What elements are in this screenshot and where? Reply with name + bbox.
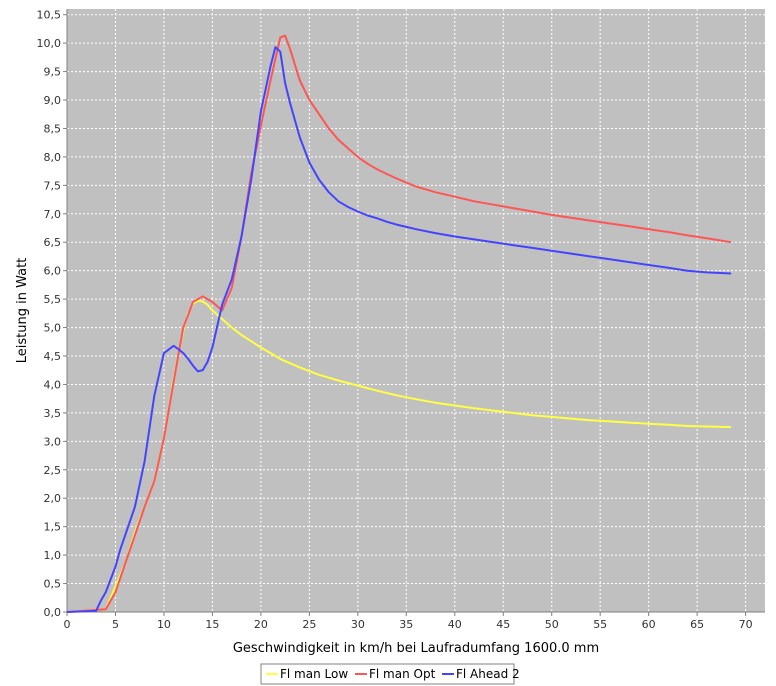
y-tick-label: 10,0 <box>37 37 62 50</box>
x-tick-label: 20 <box>254 618 268 631</box>
legend-item-fl-man-low: Fl man Low <box>266 667 348 681</box>
x-tick-label: 15 <box>205 618 219 631</box>
x-tick-label: 10 <box>157 618 171 631</box>
x-axis-title: Geschwindigkeit in km/h bei Laufradumfan… <box>233 641 599 656</box>
x-tick-label: 0 <box>64 618 71 631</box>
series-line-fl-ahead-2 <box>66 46 732 613</box>
y-axis-title: Leistung in Watt <box>15 258 30 364</box>
x-tick-label: 25 <box>302 618 316 631</box>
y-tick-label: 3,5 <box>44 407 62 420</box>
legend-label: Fl Ahead 2 <box>456 667 520 681</box>
y-tick-label: 1,0 <box>44 549 62 562</box>
y-tick-label: 5,5 <box>44 293 62 306</box>
legend-box <box>260 663 515 685</box>
x-tick-label: 35 <box>399 618 413 631</box>
x-tick-label: 60 <box>642 618 656 631</box>
legend: Fl man Low Fl man Opt Fl Ahead 2 <box>260 663 520 685</box>
y-tick-label: 4,5 <box>44 350 62 363</box>
y-tick-label: 5,0 <box>44 322 62 335</box>
y-tick-label: 1,5 <box>44 521 62 534</box>
x-tick-label: 5 <box>112 618 119 631</box>
y-tick-label: 9,5 <box>44 66 62 79</box>
x-tick-label: 70 <box>739 618 753 631</box>
legend-label: Fl man Opt <box>369 667 436 681</box>
y-tick-label: 2,5 <box>44 464 62 477</box>
y-tick-label: 6,5 <box>44 236 62 249</box>
y-tick-label: 8,0 <box>44 151 62 164</box>
legend-item-fl-ahead-2: Fl Ahead 2 <box>442 667 520 681</box>
y-tick-label: 7,0 <box>44 208 62 221</box>
y-tick-label: 6,0 <box>44 265 62 278</box>
y-tick-label: 4,0 <box>44 378 62 391</box>
y-tick-label: 9,0 <box>44 94 62 107</box>
y-tick-label: 0,0 <box>44 606 62 619</box>
y-tick-label: 8,5 <box>44 122 62 135</box>
x-tick-label: 45 <box>496 618 510 631</box>
plot-background <box>67 9 765 612</box>
x-tick-label: 50 <box>545 618 559 631</box>
y-tick-label: 10,5 <box>37 9 62 22</box>
series-lines <box>66 34 732 613</box>
y-tick-label: 0,5 <box>44 578 62 591</box>
y-tick-label: 2,0 <box>44 492 62 505</box>
y-tick-label: 7,5 <box>44 179 62 192</box>
x-tick-label: 30 <box>351 618 365 631</box>
legend-item-fl-man-opt: Fl man Opt <box>355 667 436 681</box>
x-tick-label: 40 <box>448 618 462 631</box>
legend-label: Fl man Low <box>280 667 348 681</box>
axes: 0,0 0,5 1,0 1,5 2,0 2,5 3,0 3,5 4,0 4,5 5,0 5,5 6,0 6… <box>37 9 765 631</box>
x-tick-label: 65 <box>690 618 704 631</box>
x-tick-label: 55 <box>593 618 607 631</box>
series-line-fl-man-opt <box>66 34 732 613</box>
y-tick-label: 3,0 <box>44 435 62 448</box>
